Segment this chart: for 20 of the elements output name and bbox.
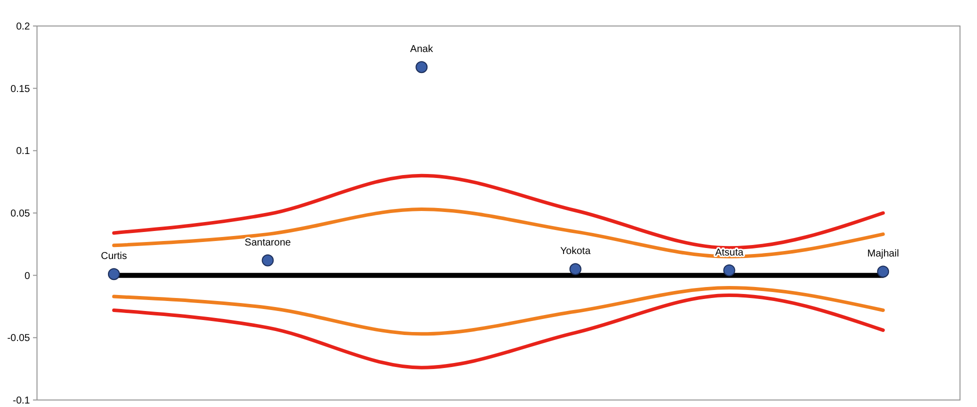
point bbox=[723, 264, 736, 276]
x-tick-label: Yokota bbox=[560, 246, 591, 258]
y-tick-label: 0 bbox=[24, 270, 30, 282]
x-tick-label: Anak bbox=[410, 44, 434, 56]
point bbox=[262, 254, 274, 266]
line-series bbox=[112, 286, 885, 336]
line-series bbox=[112, 294, 885, 370]
point bbox=[877, 266, 890, 278]
point bbox=[416, 61, 428, 74]
y-tick-label: -0.1 bbox=[12, 396, 30, 406]
y-tick-label: 0.15 bbox=[10, 84, 30, 95]
y-tick-label: -0.05 bbox=[7, 333, 30, 344]
x-tick-label: Curtis bbox=[100, 251, 127, 262]
y-tick-label: 0.2 bbox=[16, 22, 30, 32]
point bbox=[569, 263, 582, 276]
x-tick-label: Santarone bbox=[244, 237, 292, 248]
y-tick-label: 0.05 bbox=[10, 208, 30, 220]
point bbox=[108, 268, 120, 280]
x-tick-label: Majhail bbox=[867, 248, 899, 260]
y-tick-label: 0.1 bbox=[16, 146, 30, 158]
